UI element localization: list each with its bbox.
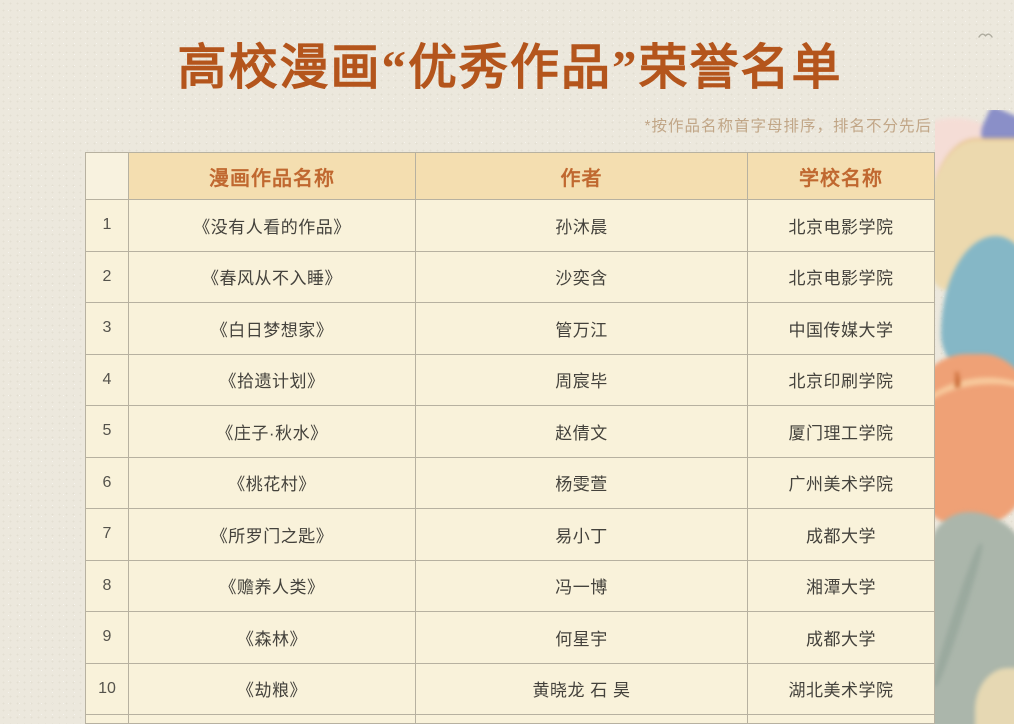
work-title: 《春风从不入睡》 [129, 250, 416, 302]
row-index: 7 [86, 508, 129, 560]
table-header-row: 漫画作品名称 作者 学校名称 [86, 153, 934, 199]
table-row: 7 《所罗门之匙》 易小丁 成都大学 [86, 508, 934, 560]
artwork-orange-band [935, 354, 1014, 526]
honor-table: 漫画作品名称 作者 学校名称 1 《没有人看的作品》 孙沐晨 北京电影学院 2 … [85, 152, 935, 724]
work-title [129, 714, 416, 723]
author-name: 黄晓龙 石 昊 [416, 662, 748, 714]
artwork-light-path [935, 369, 1014, 484]
school-name: 湘潭大学 [748, 559, 934, 611]
table-row: 4 《拾遗计划》 周宸毕 北京印刷学院 [86, 353, 934, 405]
author-name: 冯一博 [416, 559, 748, 611]
table-body: 1 《没有人看的作品》 孙沐晨 北京电影学院 2 《春风从不入睡》 沙奕含 北京… [86, 199, 934, 723]
table-row: 8 《赡养人类》 冯一博 湘潭大学 [86, 559, 934, 611]
table-row: 3 《白日梦想家》 管万江 中国传媒大学 [86, 302, 934, 354]
bird-icon [978, 26, 993, 44]
work-title: 《森林》 [129, 611, 416, 663]
school-name: 成都大学 [748, 508, 934, 560]
row-index: 1 [86, 199, 129, 251]
sort-note: *按作品名称首字母排序，排名不分先后 [644, 118, 932, 135]
author-name [416, 714, 748, 723]
school-name: 北京印刷学院 [748, 353, 934, 405]
bird-icon [974, 140, 987, 158]
table-row-partial [86, 714, 934, 723]
author-name: 周宸毕 [416, 353, 748, 405]
column-header-work: 漫画作品名称 [129, 153, 416, 199]
work-title: 《劫粮》 [129, 662, 416, 714]
table-row: 2 《春风从不入睡》 沙奕含 北京电影学院 [86, 250, 934, 302]
school-name: 北京电影学院 [748, 250, 934, 302]
table-row: 6 《桃花村》 杨雯萱 广州美术学院 [86, 456, 934, 508]
table-row: 10 《劫粮》 黄晓龙 石 昊 湖北美术学院 [86, 662, 934, 714]
artwork-sand-hill [935, 138, 1014, 290]
author-name: 赵倩文 [416, 405, 748, 457]
author-name: 易小丁 [416, 508, 748, 560]
row-index [86, 714, 129, 723]
column-header-index [86, 153, 129, 199]
table-row: 5 《庄子·秋水》 赵倩文 厦门理工学院 [86, 405, 934, 457]
artwork-green-streak [935, 542, 986, 688]
work-title: 《没有人看的作品》 [129, 199, 416, 251]
artwork-warm-corner [975, 668, 1014, 724]
work-title: 《拾遗计划》 [129, 353, 416, 405]
school-name [748, 714, 934, 723]
work-title: 《庄子·秋水》 [129, 405, 416, 457]
row-index: 10 [86, 662, 129, 714]
work-title: 《桃花村》 [129, 456, 416, 508]
artwork-navy-patch [969, 379, 1014, 441]
work-title: 《赡养人类》 [129, 559, 416, 611]
artwork-green-field [935, 512, 1014, 724]
row-index: 5 [86, 405, 129, 457]
artwork-pink-cloud [935, 118, 1002, 180]
author-name: 何星宇 [416, 611, 748, 663]
column-header-school: 学校名称 [748, 153, 934, 199]
school-name: 厦门理工学院 [748, 405, 934, 457]
row-index: 3 [86, 302, 129, 354]
column-header-author: 作者 [416, 153, 748, 199]
row-index: 2 [86, 250, 129, 302]
author-name: 孙沐晨 [416, 199, 748, 251]
table-row: 9 《森林》 何星宇 成都大学 [86, 611, 934, 663]
work-title: 《所罗门之匙》 [129, 508, 416, 560]
school-name: 广州美术学院 [748, 456, 934, 508]
page-title: 高校漫画“优秀作品”荣誉名单 [177, 40, 843, 95]
row-index: 6 [86, 456, 129, 508]
author-name: 沙奕含 [416, 250, 748, 302]
author-name: 管万江 [416, 302, 748, 354]
school-name: 湖北美术学院 [748, 662, 934, 714]
row-index: 4 [86, 353, 129, 405]
row-index: 8 [86, 559, 129, 611]
artwork-tiny-figure [955, 372, 960, 388]
work-title: 《白日梦想家》 [129, 302, 416, 354]
author-name: 杨雯萱 [416, 456, 748, 508]
school-name: 成都大学 [748, 611, 934, 663]
table-row: 1 《没有人看的作品》 孙沐晨 北京电影学院 [86, 199, 934, 251]
school-name: 北京电影学院 [748, 199, 934, 251]
decorative-artwork [935, 110, 1014, 724]
school-name: 中国传媒大学 [748, 302, 934, 354]
artwork-blue-water [941, 236, 1014, 376]
row-index: 9 [86, 611, 129, 663]
